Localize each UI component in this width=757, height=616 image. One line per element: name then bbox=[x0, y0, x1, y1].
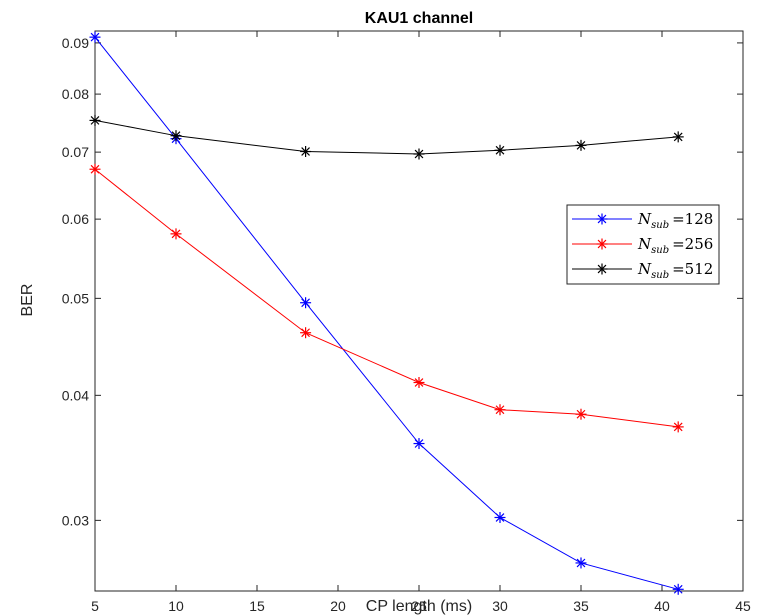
x-tick-label: 40 bbox=[654, 598, 670, 614]
data-point bbox=[413, 376, 425, 388]
legend-entry: Nsub =512 bbox=[572, 260, 713, 281]
data-point bbox=[300, 297, 312, 309]
data-point bbox=[170, 130, 182, 142]
y-tick-label: 0.09 bbox=[62, 35, 89, 51]
data-point bbox=[672, 131, 684, 143]
data-point bbox=[575, 408, 587, 420]
data-point bbox=[494, 511, 506, 523]
data-point bbox=[494, 144, 506, 156]
series-3 bbox=[89, 114, 684, 160]
y-tick-label: 0.08 bbox=[62, 86, 89, 102]
legend-entry: Nsub =256 bbox=[572, 235, 713, 256]
series-2 bbox=[89, 163, 684, 433]
series-layer bbox=[89, 31, 684, 595]
x-tick-label: 45 bbox=[735, 598, 751, 614]
chart-title: KAU1 channel bbox=[365, 10, 473, 27]
y-tick-label: 0.06 bbox=[62, 211, 89, 227]
data-point bbox=[300, 327, 312, 339]
data-point bbox=[170, 228, 182, 240]
data-point bbox=[575, 557, 587, 569]
x-tick-label: 35 bbox=[573, 598, 589, 614]
legend: Nsub =128 Nsub =256 Nsub =512 bbox=[566, 204, 720, 285]
x-tick-label: 10 bbox=[168, 598, 184, 614]
data-point bbox=[413, 438, 425, 450]
data-point bbox=[89, 163, 101, 175]
data-point bbox=[575, 139, 587, 151]
data-point bbox=[300, 146, 312, 158]
legend-marker bbox=[596, 213, 608, 225]
plot-area bbox=[95, 31, 743, 591]
data-point bbox=[672, 583, 684, 595]
legend-label: Nsub =128 bbox=[637, 210, 713, 231]
x-tick-label: 5 bbox=[91, 598, 99, 614]
legend-label: Nsub =256 bbox=[637, 235, 713, 256]
legend-entry: Nsub =128 bbox=[572, 210, 713, 231]
x-tick-label: 15 bbox=[249, 598, 265, 614]
legend-marker bbox=[596, 238, 608, 250]
data-point bbox=[413, 148, 425, 160]
axes: 5 10 15 20 25 30 35 40 45 0.03 0.04 0.05 0.06 0.07 0.0… bbox=[62, 30, 751, 614]
data-point bbox=[89, 114, 101, 126]
data-point bbox=[494, 404, 506, 416]
x-tick-label: 20 bbox=[330, 598, 346, 614]
x-tick-label: 25 bbox=[411, 598, 427, 614]
data-point bbox=[672, 421, 684, 433]
y-tick-label: 0.05 bbox=[62, 290, 89, 306]
y-tick-label: 0.04 bbox=[62, 387, 89, 403]
data-point bbox=[89, 31, 101, 43]
y-tick-label: 0.07 bbox=[62, 144, 89, 160]
x-axis-label: CP length (ms) bbox=[366, 598, 472, 615]
legend-label: Nsub =512 bbox=[637, 260, 713, 281]
x-tick-label: 30 bbox=[492, 598, 508, 614]
y-axis-label: BER bbox=[19, 284, 36, 317]
y-tick-label: 0.03 bbox=[62, 512, 89, 528]
legend-marker bbox=[596, 263, 608, 275]
